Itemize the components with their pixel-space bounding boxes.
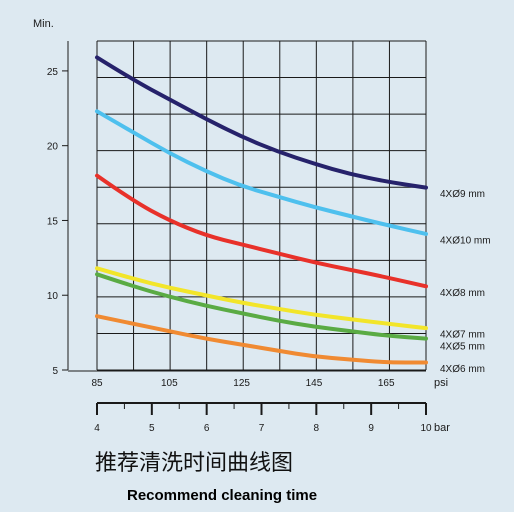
bar-tick-label: 10 xyxy=(420,423,432,434)
y-tick-label: 10 xyxy=(47,291,59,302)
chart-title: 推荐清洗时间曲线图 xyxy=(95,451,293,476)
series-label: 4XØ8 mm xyxy=(440,288,485,299)
bar-tick-label: 4 xyxy=(94,423,100,434)
series-line xyxy=(95,272,428,341)
series-label: 4XØ9 mm xyxy=(440,189,485,200)
psi-tick-label: 145 xyxy=(306,378,323,389)
series-line xyxy=(95,55,428,190)
bar-tick-label: 9 xyxy=(368,423,374,434)
psi-axis-label: psi xyxy=(434,377,448,389)
psi-tick-label: 85 xyxy=(91,378,103,389)
bar-tick-label: 7 xyxy=(259,423,265,434)
y-axis-label: Min. xyxy=(33,18,54,30)
series-label: 4XØ5 mm xyxy=(440,342,485,353)
series-line xyxy=(95,266,428,331)
y-tick-label: 15 xyxy=(47,216,59,227)
bar-tick-label: 8 xyxy=(314,423,320,434)
series-line xyxy=(95,173,428,289)
psi-tick-label: 125 xyxy=(233,378,250,389)
bar-axis-label: bar xyxy=(434,422,450,434)
axes: 5 10 15 20 25 85 105 125 145 165 4 5 6 7 8 9 10 xyxy=(47,41,432,434)
psi-tick-label: 105 xyxy=(161,378,178,389)
y-tick-label: 20 xyxy=(47,142,59,153)
series-line xyxy=(95,109,428,236)
series-label: 4XØ7 mm xyxy=(440,330,485,341)
bar-tick-label: 5 xyxy=(149,423,155,434)
y-tick-label: 5 xyxy=(52,366,58,377)
series-label: 4XØ6 mm xyxy=(440,364,485,375)
psi-tick-label: 165 xyxy=(378,378,395,389)
bar-tick-label: 6 xyxy=(204,423,210,434)
series-label: 4XØ10 mm xyxy=(440,235,491,246)
series-line xyxy=(95,314,428,365)
chart-subtitle: Recommend cleaning time xyxy=(127,487,317,504)
y-tick-label: 25 xyxy=(47,67,59,78)
series-lines xyxy=(95,55,428,365)
grid xyxy=(96,40,427,371)
